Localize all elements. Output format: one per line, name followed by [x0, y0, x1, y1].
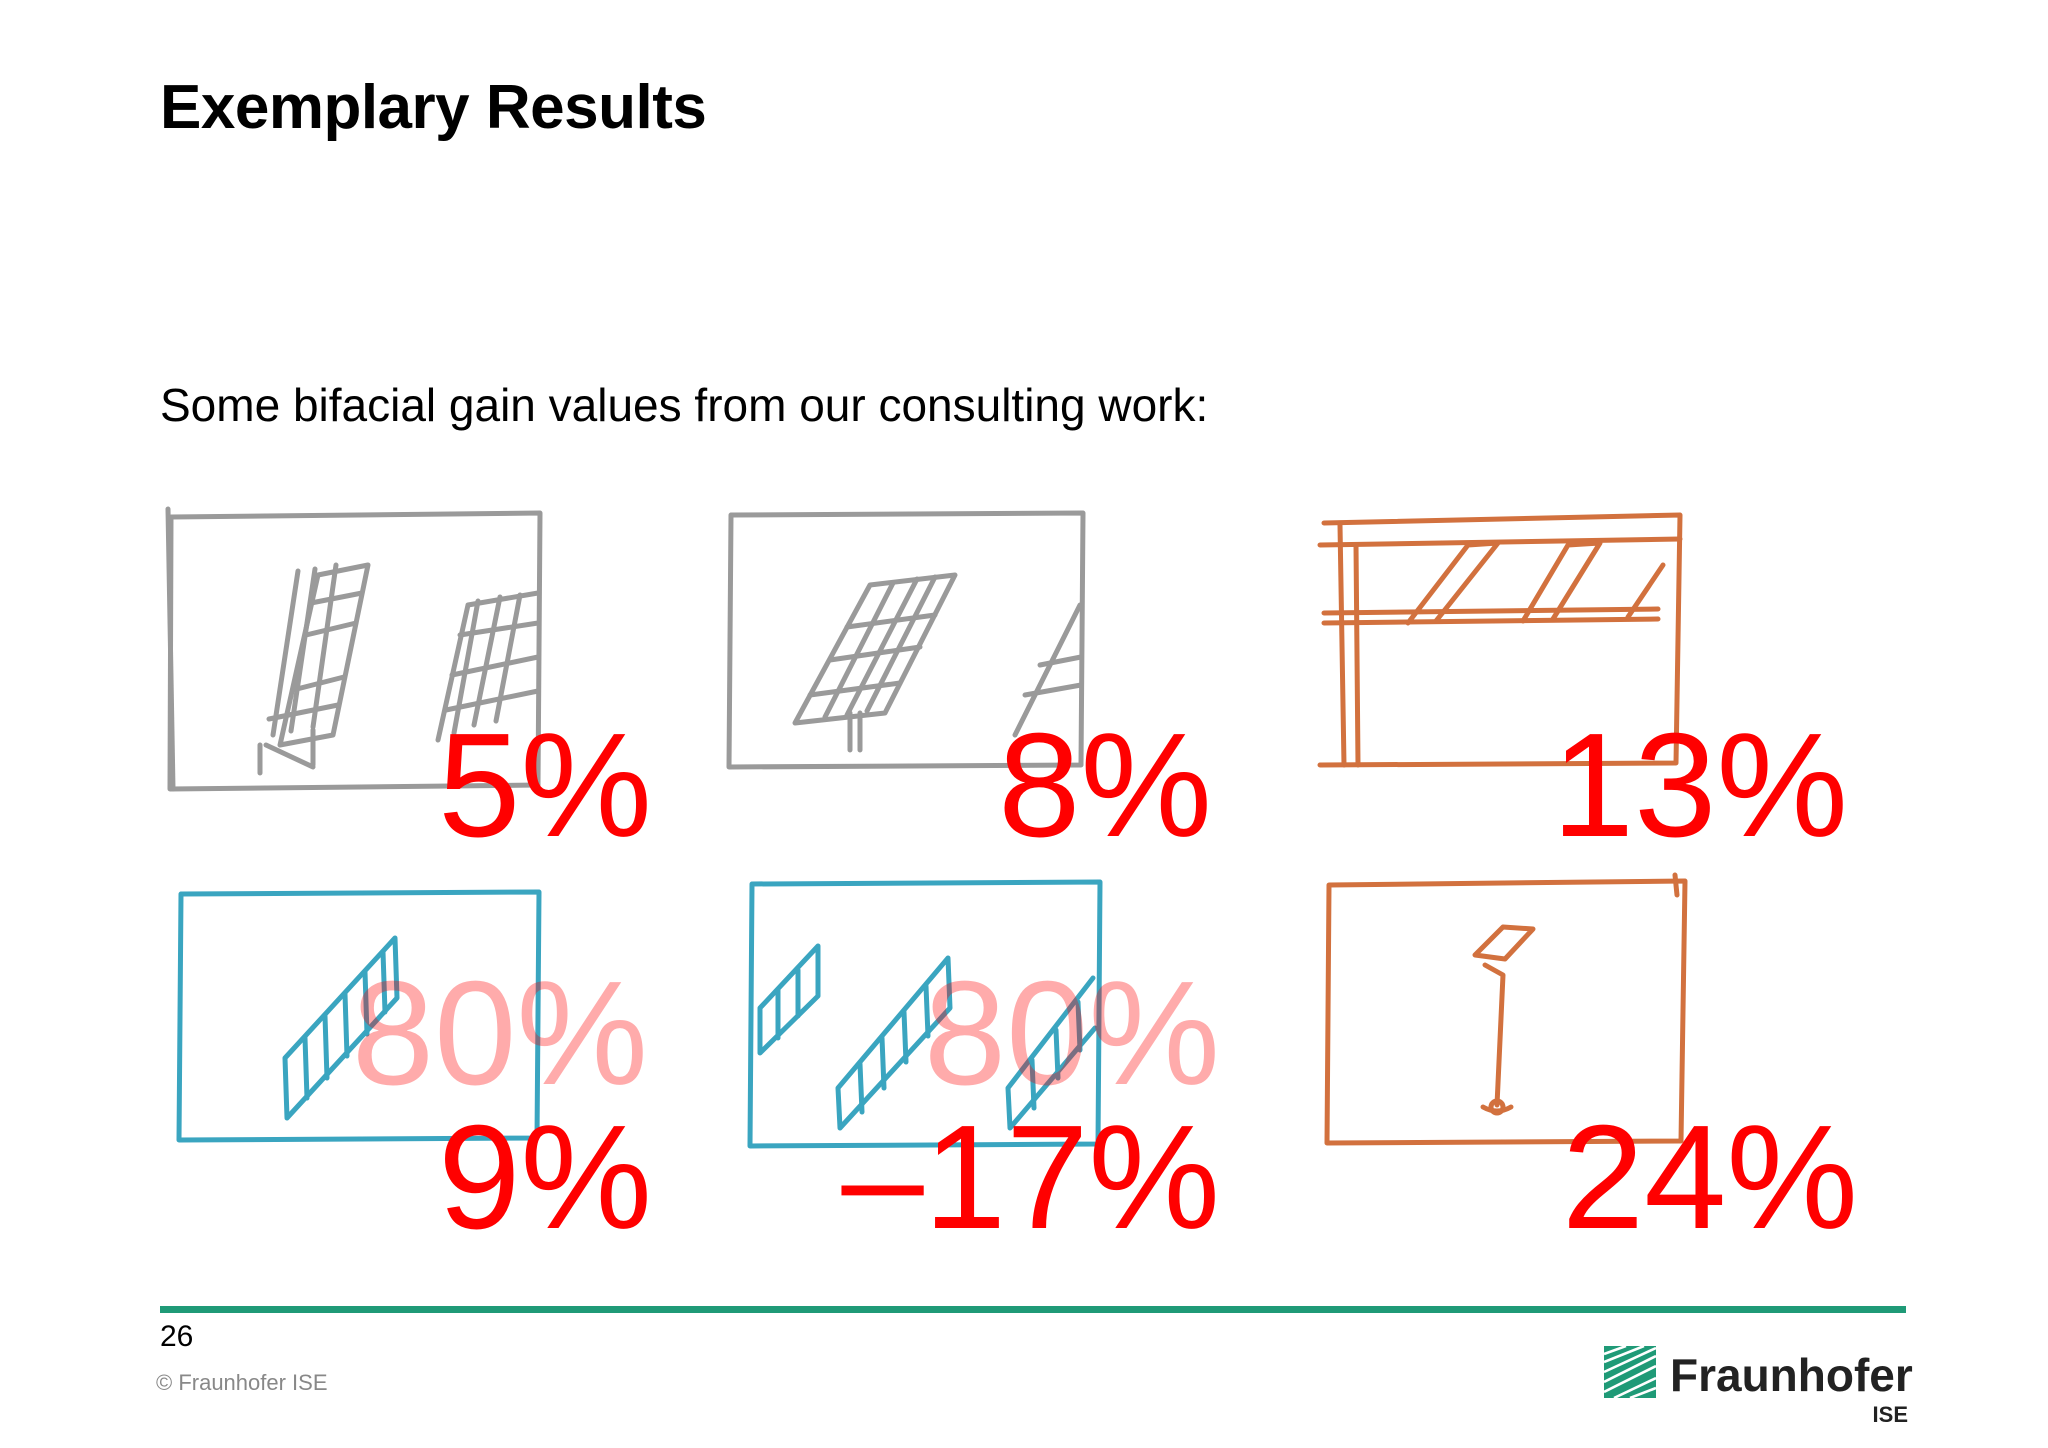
gain-value: 13%	[1551, 703, 1848, 868]
gain-value: 24%	[1561, 1095, 1858, 1260]
single-pole-tilted-panels-sketch	[725, 505, 1086, 785]
vertical-rack-sketch	[175, 888, 545, 1148]
gain-value: –17%	[841, 1095, 1220, 1260]
fraunhofer-logo-icon	[1604, 1346, 1656, 1398]
gain-value: 9%	[438, 1095, 652, 1260]
gain-value: 5%	[438, 703, 652, 868]
page-number: 26	[160, 1320, 194, 1353]
ground-mounted-tilted-panels-sketch	[165, 505, 548, 795]
fraunhofer-logo: Fraunhofer ISE	[1604, 1340, 1913, 1430]
carport-roof-panels-sketch	[1317, 505, 1688, 775]
logo-sub: ISE	[1872, 1402, 1908, 1427]
copyright: © Fraunhofer ISE	[156, 1370, 328, 1395]
pole-mounted-panel-sketch	[1324, 872, 1695, 1155]
gain-value: 8%	[998, 703, 1212, 868]
overlay-percentage: 80%	[923, 951, 1220, 1116]
subtitle: Some bifacial gain values from our consu…	[160, 379, 1209, 431]
footer-divider	[160, 1306, 1906, 1313]
logo-name: Fraunhofer	[1670, 1349, 1913, 1401]
overlay-percentage: 80%	[351, 951, 648, 1116]
page-title: Exemplary Results	[160, 73, 707, 142]
double-vertical-rack-sketch	[747, 878, 1108, 1149]
